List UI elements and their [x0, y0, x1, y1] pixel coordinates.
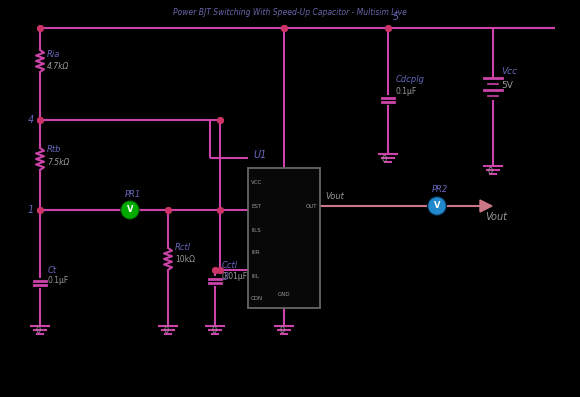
- Circle shape: [429, 198, 445, 214]
- Text: 0.01μF: 0.01μF: [222, 272, 248, 281]
- Text: PR1: PR1: [125, 190, 142, 199]
- Text: V: V: [434, 202, 440, 210]
- Text: PR2: PR2: [432, 185, 448, 194]
- Text: Ria: Ria: [47, 50, 60, 59]
- Text: V: V: [127, 206, 133, 214]
- Text: EST: EST: [251, 204, 261, 208]
- Text: Rctl: Rctl: [175, 243, 191, 252]
- Text: 7.5kΩ: 7.5kΩ: [47, 158, 70, 167]
- Text: Ct: Ct: [48, 266, 57, 275]
- Bar: [248, 168, 320, 308]
- Text: 0: 0: [35, 326, 40, 335]
- Text: 0.1μF: 0.1μF: [396, 87, 417, 96]
- Text: Power BJT Switching With Speed-Up Capacitor - Multisim Live: Power BJT Switching With Speed-Up Capaci…: [173, 8, 407, 17]
- Text: 0: 0: [280, 326, 285, 335]
- Text: Vout: Vout: [485, 212, 507, 222]
- Circle shape: [122, 202, 138, 218]
- Text: IIIR: IIIR: [251, 251, 260, 256]
- Text: Cdcplg: Cdcplg: [396, 75, 425, 84]
- Text: 3: 3: [223, 272, 229, 282]
- Text: 1: 1: [28, 205, 34, 215]
- Polygon shape: [480, 200, 492, 212]
- Circle shape: [121, 201, 139, 219]
- Text: 0: 0: [382, 155, 387, 164]
- Text: 0: 0: [488, 167, 493, 176]
- Text: 0.1μF: 0.1μF: [48, 276, 69, 285]
- Text: VCC: VCC: [251, 181, 262, 185]
- Text: GND: GND: [278, 292, 291, 297]
- Text: OUT: OUT: [306, 204, 317, 208]
- Text: IIIL: IIIL: [251, 274, 259, 279]
- Text: 10kΩ: 10kΩ: [175, 255, 195, 264]
- Text: 5: 5: [393, 12, 399, 22]
- Circle shape: [428, 197, 446, 215]
- Text: U1: U1: [253, 150, 266, 160]
- Text: 4: 4: [28, 115, 34, 125]
- Text: 5V: 5V: [501, 81, 513, 90]
- Text: CDN: CDN: [251, 297, 263, 301]
- Text: Vout: Vout: [325, 192, 344, 201]
- Text: Vcc: Vcc: [501, 67, 517, 76]
- Text: Cctl: Cctl: [222, 261, 238, 270]
- Text: Rtb: Rtb: [47, 145, 61, 154]
- Text: 0: 0: [211, 326, 216, 335]
- Text: 4.7kΩ: 4.7kΩ: [47, 62, 70, 71]
- Text: 0: 0: [164, 326, 169, 335]
- Text: IILS: IILS: [251, 227, 261, 233]
